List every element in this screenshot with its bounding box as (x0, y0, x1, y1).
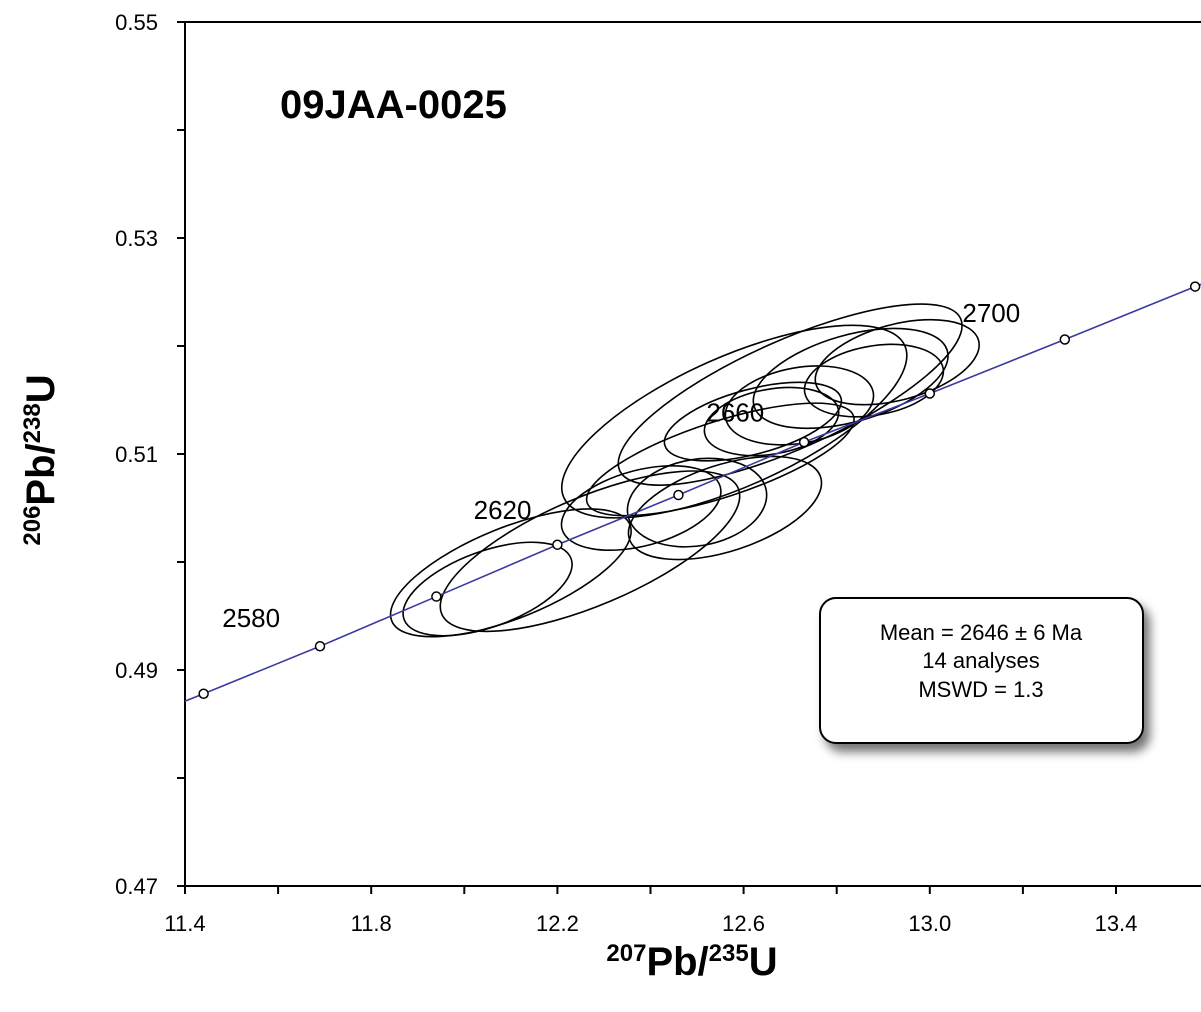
summary-mean: Mean = 2646 ± 6 Ma (880, 620, 1083, 645)
error-ellipse (814, 318, 980, 406)
y-tick-label: 0.55 (115, 10, 158, 35)
y-tick-label: 0.53 (115, 226, 158, 251)
x-tick-label: 12.2 (536, 911, 579, 936)
age-markers (198, 281, 1201, 700)
age-marker (552, 539, 563, 550)
age-marker (1189, 281, 1201, 292)
error-ellipse (627, 455, 823, 561)
age-marker (798, 436, 810, 448)
y-axis-title: 206Pb/238U (19, 374, 63, 545)
x-tick-label: 11.4 (164, 911, 205, 936)
age-marker (198, 688, 209, 700)
age-label: 2700 (962, 298, 1020, 328)
age-labels: 2580 2620 2660 2700 (222, 298, 1020, 633)
x-tick-label: 12.6 (722, 911, 765, 936)
x-tick-label: 11.8 (351, 911, 392, 936)
age-marker (1059, 334, 1071, 345)
y-tick-label: 0.47 (115, 874, 158, 899)
age-marker (673, 489, 684, 501)
x-axis-title: 207Pb/235U (606, 940, 777, 984)
axis-ticks (177, 21, 1117, 894)
y-tick-label: 0.49 (115, 658, 158, 683)
age-marker (314, 640, 326, 652)
tick-labels: 11.4 11.8 12.2 12.6 13.0 13.4 0.47 0.49 0.51 0.53… (115, 10, 1137, 936)
summary-analyses: 14 analyses (922, 648, 1039, 673)
summary-mswd: MSWD = 1.3 (918, 677, 1043, 702)
error-ellipse (439, 470, 741, 633)
age-label: 2620 (474, 495, 532, 525)
chart-title: 09JAA-0025 (280, 83, 507, 127)
error-ellipse (663, 381, 843, 462)
age-marker (924, 388, 936, 399)
y-tick-label: 0.51 (115, 442, 158, 467)
age-label: 2660 (706, 398, 764, 428)
x-tick-label: 13.0 (908, 911, 951, 936)
age-label: 2580 (222, 603, 280, 633)
x-tick-label: 13.4 (1095, 911, 1138, 936)
summary-box: Mean = 2646 ± 6 Ma 14 analyses MSWD = 1.… (819, 597, 1144, 744)
age-marker (431, 591, 442, 602)
error-ellipse (617, 303, 963, 486)
error-ellipse (560, 464, 722, 552)
